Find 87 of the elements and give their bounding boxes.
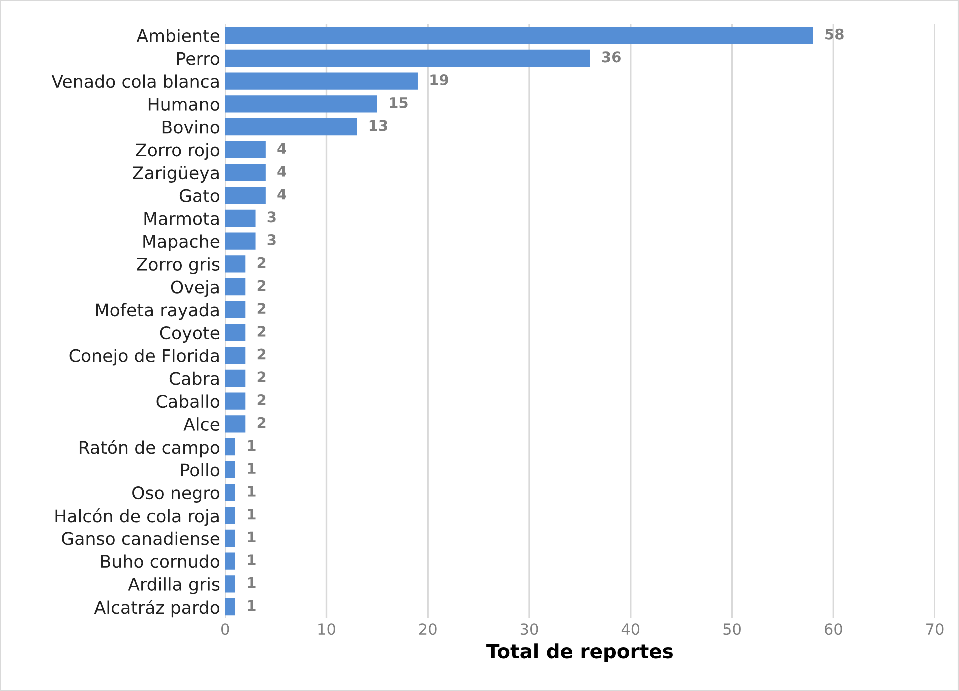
data-label: 2 (258, 394, 266, 406)
data-label: 1 (248, 554, 256, 566)
bar (225, 324, 246, 342)
x-tick-label: 60 (824, 624, 842, 636)
x-tick-label: 20 (420, 624, 437, 636)
y-tick-label: Pollo (181, 463, 220, 477)
bar (225, 598, 236, 616)
data-label: 1 (248, 463, 256, 474)
y-tick-label: Perro (177, 52, 220, 66)
data-label: 1 (248, 486, 256, 497)
y-tick-label: Halcón de cola roja (56, 508, 219, 526)
data-label: 1 (248, 578, 256, 588)
x-tick-label: 30 (520, 624, 538, 636)
y-tick-label: Buho cornudo (102, 554, 220, 568)
data-label: 2 (258, 417, 266, 428)
y-tick-label: Coyote (160, 326, 220, 343)
data-label: 2 (258, 303, 266, 314)
bar (225, 507, 236, 524)
y-tick-label: Mofeta rayada (96, 303, 219, 320)
y-tick-label: Ganso canadiense (62, 532, 220, 546)
bar (225, 96, 378, 113)
y-tick-label: Humano (148, 98, 220, 112)
bar (225, 27, 814, 44)
y-tick-label: Oso negro (132, 486, 220, 503)
x-axis-title: Total de reportes (486, 644, 674, 662)
data-label: 58 (826, 28, 844, 40)
bar (225, 187, 266, 204)
data-label: 1 (248, 600, 256, 612)
data-label: 15 (390, 98, 408, 108)
y-tick-label: Gato (180, 189, 220, 202)
bar (225, 484, 236, 502)
data-label: 2 (258, 372, 266, 382)
data-label: 1 (248, 532, 256, 542)
y-tick-label: Caballo (156, 394, 220, 408)
bar (225, 347, 246, 364)
bar (225, 256, 246, 273)
y-tick-label: Alcatráz pardo (94, 600, 220, 618)
bar (225, 210, 256, 228)
bar (225, 72, 418, 90)
bar (225, 416, 246, 433)
bar (225, 461, 236, 478)
data-label: 13 (370, 120, 388, 132)
y-tick-label: Alce (184, 418, 220, 432)
y-tick-label: Zorro rojo (136, 143, 220, 160)
data-label: 4 (278, 189, 287, 200)
x-tick-label: 40 (622, 624, 640, 636)
data-label: 19 (430, 74, 448, 86)
x-tick-label: 50 (724, 624, 741, 636)
data-label: 4 (278, 166, 287, 177)
y-tick-label: Bovino (162, 120, 220, 134)
bar (225, 118, 358, 136)
data-label: 2 (258, 326, 266, 337)
data-label: 2 (258, 257, 266, 268)
y-tick-label: Cabra (170, 372, 219, 386)
data-label: 3 (268, 234, 276, 246)
y-tick-label: Ratón de campo (80, 440, 220, 458)
y-tick-label: Venado cola blanca (52, 74, 219, 88)
bar (225, 438, 236, 456)
bar (225, 301, 246, 318)
y-tick-label: Oveja (171, 280, 219, 298)
bar (225, 141, 266, 158)
data-label: 2 (258, 280, 266, 292)
x-tick-label: 10 (318, 624, 336, 636)
bar (225, 278, 246, 296)
bar (225, 530, 236, 548)
data-label: 1 (248, 508, 256, 520)
data-label: 1 (248, 440, 256, 452)
bar (225, 552, 236, 570)
bar (225, 392, 246, 410)
bar (225, 164, 266, 182)
y-tick-label: Zarigüeya (133, 166, 219, 183)
bar (225, 370, 246, 388)
x-tick-label: 70 (926, 624, 944, 636)
x-tick-label: 0 (222, 624, 230, 636)
y-tick-label: Marmota (144, 212, 219, 226)
bar (225, 232, 256, 250)
data-label: 4 (278, 143, 287, 154)
y-tick-label: Zorro gris (137, 258, 220, 274)
data-label: 3 (268, 212, 276, 223)
y-tick-label: Mapache (144, 234, 220, 252)
bar (225, 576, 236, 593)
y-tick-label: Conejo de Florida (70, 349, 219, 366)
y-tick-label: Ambiente (136, 29, 220, 42)
data-label: 36 (602, 52, 621, 63)
data-label: 2 (258, 348, 266, 360)
y-tick-label: Ardilla gris (128, 578, 220, 594)
bar (225, 50, 590, 68)
